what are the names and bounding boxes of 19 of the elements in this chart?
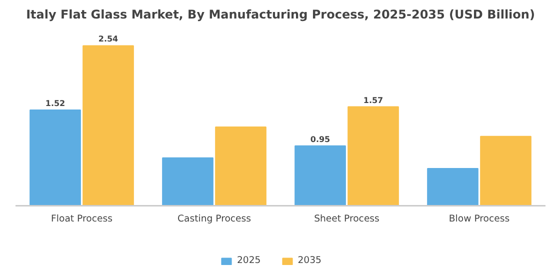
bar: [215, 126, 266, 206]
data-label: 2.54: [98, 34, 119, 44]
bar: [480, 136, 532, 206]
chart-title: Italy Flat Glass Market, By Manufacturing Process, 2025-2035 (USD Billion): [26, 8, 535, 22]
bar: [162, 157, 214, 206]
x-tick-label: Blow Process: [448, 214, 510, 225]
x-tick-label: Float Process: [51, 214, 113, 225]
x-tick-label: Sheet Process: [314, 214, 380, 225]
bar: [30, 109, 81, 206]
bar: [348, 106, 399, 206]
bar: [82, 45, 134, 206]
data-label: 1.52: [45, 98, 66, 108]
legend-label: 2025: [237, 255, 261, 266]
bar: [427, 168, 478, 206]
legend-label: 2035: [298, 255, 322, 266]
bar: [294, 145, 346, 206]
data-label: 0.95: [310, 134, 331, 144]
data-label: 1.57: [363, 96, 384, 105]
x-tick-label: Casting Process: [177, 214, 252, 225]
